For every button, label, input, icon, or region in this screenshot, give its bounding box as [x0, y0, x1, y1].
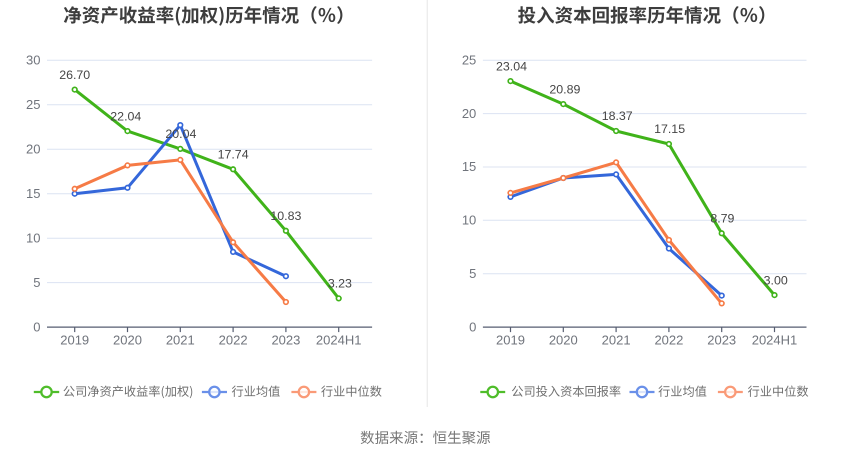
svg-text:2021: 2021 [602, 333, 631, 348]
svg-text:10.83: 10.83 [270, 209, 301, 223]
svg-text:25: 25 [462, 52, 476, 67]
svg-text:20.04: 20.04 [165, 127, 196, 141]
svg-text:23.04: 23.04 [496, 59, 527, 73]
svg-text:20.89: 20.89 [549, 82, 580, 96]
svg-text:2020: 2020 [549, 333, 578, 348]
svg-text:5: 5 [33, 275, 40, 290]
svg-text:2022: 2022 [654, 333, 683, 348]
svg-text:25: 25 [26, 97, 40, 112]
svg-text:17.15: 17.15 [654, 122, 685, 136]
svg-text:2021: 2021 [166, 333, 195, 348]
svg-text:15: 15 [26, 186, 40, 201]
svg-text:20: 20 [26, 141, 40, 156]
svg-text:2024H1: 2024H1 [316, 333, 362, 348]
svg-text:2023: 2023 [271, 333, 300, 348]
svg-text:2020: 2020 [113, 333, 142, 348]
svg-text:3.23: 3.23 [328, 277, 352, 291]
svg-text:10: 10 [26, 230, 40, 245]
svg-text:22.04: 22.04 [110, 109, 141, 123]
svg-text:2023: 2023 [707, 333, 736, 348]
svg-text:8.79: 8.79 [710, 212, 734, 226]
svg-text:17.74: 17.74 [218, 148, 249, 162]
svg-text:26.70: 26.70 [59, 68, 90, 82]
svg-text:18.37: 18.37 [602, 109, 633, 123]
svg-text:30: 30 [26, 53, 40, 68]
svg-text:2019: 2019 [60, 333, 89, 348]
svg-text:2022: 2022 [219, 333, 248, 348]
svg-text:5: 5 [469, 266, 476, 281]
svg-text:2019: 2019 [496, 333, 525, 348]
svg-text:0: 0 [33, 319, 40, 334]
svg-text:0: 0 [469, 319, 476, 334]
svg-text:15: 15 [462, 159, 476, 174]
svg-text:20: 20 [462, 106, 476, 121]
svg-text:10: 10 [462, 213, 476, 228]
svg-text:2024H1: 2024H1 [752, 333, 798, 348]
svg-text:3.00: 3.00 [764, 273, 788, 287]
